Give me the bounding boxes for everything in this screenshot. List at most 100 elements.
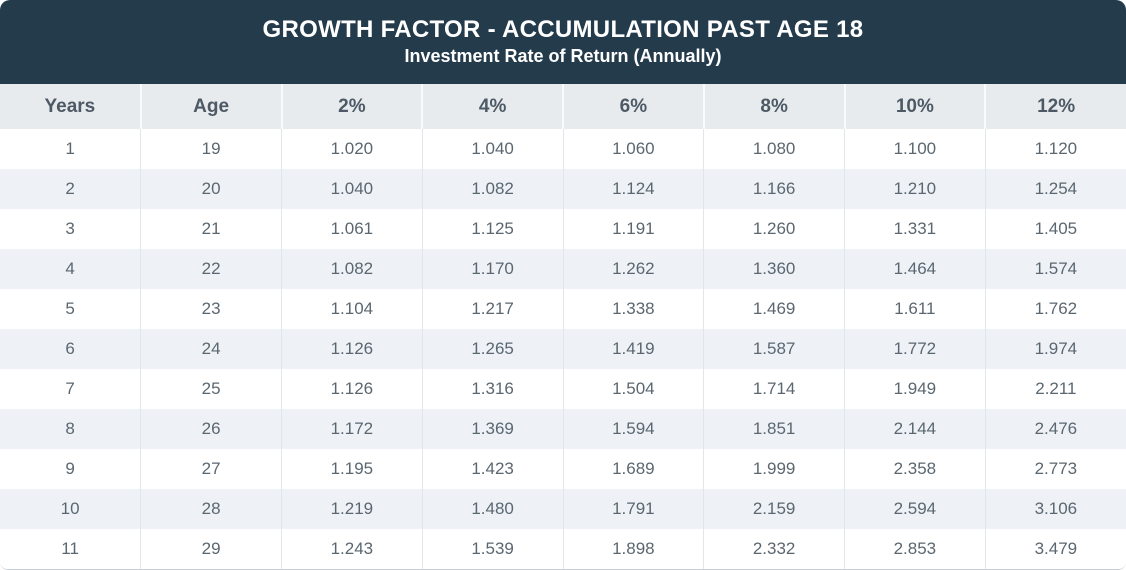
table-cell: 1.120 [984, 129, 1126, 169]
table-cell: 2.332 [703, 529, 845, 569]
table-row: 8 26 1.172 1.369 1.594 1.851 2.144 2.476 [0, 409, 1126, 449]
table-cell: 2.358 [844, 449, 986, 489]
table-row: 4 22 1.082 1.170 1.262 1.360 1.464 1.574 [0, 249, 1126, 289]
table-cell: 3.106 [984, 489, 1126, 529]
growth-factor-table: Years Age 2% 4% 6% 8% 10% 12% 1 19 1.020 1.040 1.06… [0, 84, 1126, 569]
table-cell: 1.574 [984, 249, 1126, 289]
table-cell: 1.100 [844, 129, 986, 169]
column-header-years: Years [0, 84, 141, 129]
table-cell: 1.480 [421, 489, 563, 529]
table-cell: 1.210 [844, 169, 986, 209]
table-cell: 1.762 [984, 289, 1126, 329]
table-cell: 22 [140, 249, 282, 289]
table-cell: 1.262 [562, 249, 704, 289]
table-cell: 5 [65, 299, 75, 318]
table-cell: 1.124 [562, 169, 704, 209]
table-cell: 1.689 [562, 449, 704, 489]
table-cell: 1.464 [844, 249, 986, 289]
column-header-10pct: 10% [843, 84, 986, 129]
table-row: 7 25 1.126 1.316 1.504 1.714 1.949 2.211 [0, 369, 1126, 409]
table-cell: 1.419 [562, 329, 704, 369]
table-cell: 1.191 [562, 209, 704, 249]
table-cell: 1.217 [421, 289, 563, 329]
table-cell: 2.159 [703, 489, 845, 529]
table-cell: 24 [140, 329, 282, 369]
table-cell: 1.125 [421, 209, 563, 249]
title-band: GROWTH FACTOR - ACCUMULATION PAST AGE 18… [0, 0, 1126, 84]
table-cell: 1.082 [281, 249, 423, 289]
table-cell: 1.219 [281, 489, 423, 529]
table-cell: 1.254 [984, 169, 1126, 209]
table-cell: 1.126 [281, 329, 423, 369]
page-title: GROWTH FACTOR - ACCUMULATION PAST AGE 18 [262, 15, 864, 43]
table-header: Years Age 2% 4% 6% 8% 10% 12% [0, 84, 1126, 129]
table-row: 5 23 1.104 1.217 1.338 1.469 1.611 1.762 [0, 289, 1126, 329]
table-cell: 1.020 [281, 129, 423, 169]
table-cell: 9 [65, 459, 75, 478]
column-header-age: Age [139, 84, 282, 129]
table-cell: 1.360 [703, 249, 845, 289]
table-cell: 1.061 [281, 209, 423, 249]
table-cell: 4 [65, 259, 75, 278]
table-row: 9 27 1.195 1.423 1.689 1.999 2.358 2.773 [0, 449, 1126, 489]
table-cell: 1.265 [421, 329, 563, 369]
table-cell: 1.714 [703, 369, 845, 409]
table-cell: 2.476 [984, 409, 1126, 449]
table-cell: 1.316 [421, 369, 563, 409]
table-cell: 27 [140, 449, 282, 489]
table-cell: 1.260 [703, 209, 845, 249]
table-cell: 28 [140, 489, 282, 529]
table-cell: 1.587 [703, 329, 845, 369]
table-cell: 19 [140, 129, 282, 169]
column-header-12pct: 12% [984, 84, 1126, 129]
table-cell: 25 [140, 369, 282, 409]
column-header-8pct: 8% [702, 84, 845, 129]
table-cell: 2 [65, 179, 75, 198]
table-cell: 1.999 [703, 449, 845, 489]
table-row: 6 24 1.126 1.265 1.419 1.587 1.772 1.974 [0, 329, 1126, 369]
table-cell: 1 [65, 139, 75, 158]
table-cell: 2.594 [844, 489, 986, 529]
table-row: 3 21 1.061 1.125 1.191 1.260 1.331 1.405 [0, 209, 1126, 249]
table-cell: 1.974 [984, 329, 1126, 369]
table-cell: 1.898 [562, 529, 704, 569]
table-cell: 1.172 [281, 409, 423, 449]
table-cell: 21 [140, 209, 282, 249]
table-cell: 1.851 [703, 409, 845, 449]
table-cell: 1.469 [703, 289, 845, 329]
table-cell: 1.080 [703, 129, 845, 169]
table-cell: 29 [140, 529, 282, 569]
table-cell: 1.040 [281, 169, 423, 209]
table-cell: 1.423 [421, 449, 563, 489]
table-cell: 1.166 [703, 169, 845, 209]
table-cell: 6 [65, 339, 75, 358]
table-cell: 8 [65, 419, 75, 438]
page-subtitle: Investment Rate of Return (Annually) [404, 46, 722, 67]
table-cell: 1.060 [562, 129, 704, 169]
table-cell: 2.853 [844, 529, 986, 569]
table-cell: 1.040 [421, 129, 563, 169]
table-row: 2 20 1.040 1.082 1.124 1.166 1.210 1.254 [0, 169, 1126, 209]
table-row: 11 29 1.243 1.539 1.898 2.332 2.853 3.479 [0, 529, 1126, 569]
table-cell: 1.611 [844, 289, 986, 329]
table-cell: 1.791 [562, 489, 704, 529]
table-cell: 1.082 [421, 169, 563, 209]
table-cell: 1.772 [844, 329, 986, 369]
table-cell: 23 [140, 289, 282, 329]
column-header-2pct: 2% [280, 84, 423, 129]
table-cell: 20 [140, 169, 282, 209]
table-cell: 11 [61, 539, 79, 558]
table-cell: 2.144 [844, 409, 986, 449]
table-cell: 1.195 [281, 449, 423, 489]
table-cell: 10 [60, 499, 80, 518]
table-cell: 1.405 [984, 209, 1126, 249]
table-body: 1 19 1.020 1.040 1.060 1.080 1.100 1.120 2 20 1.04… [0, 129, 1126, 569]
table-cell: 1.539 [421, 529, 563, 569]
table-cell: 7 [65, 379, 75, 398]
table-row: 1 19 1.020 1.040 1.060 1.080 1.100 1.120 [0, 129, 1126, 169]
table-cell: 3 [65, 219, 75, 238]
table-cell: 1.243 [281, 529, 423, 569]
table-cell: 1.170 [421, 249, 563, 289]
table-cell: 1.338 [562, 289, 704, 329]
